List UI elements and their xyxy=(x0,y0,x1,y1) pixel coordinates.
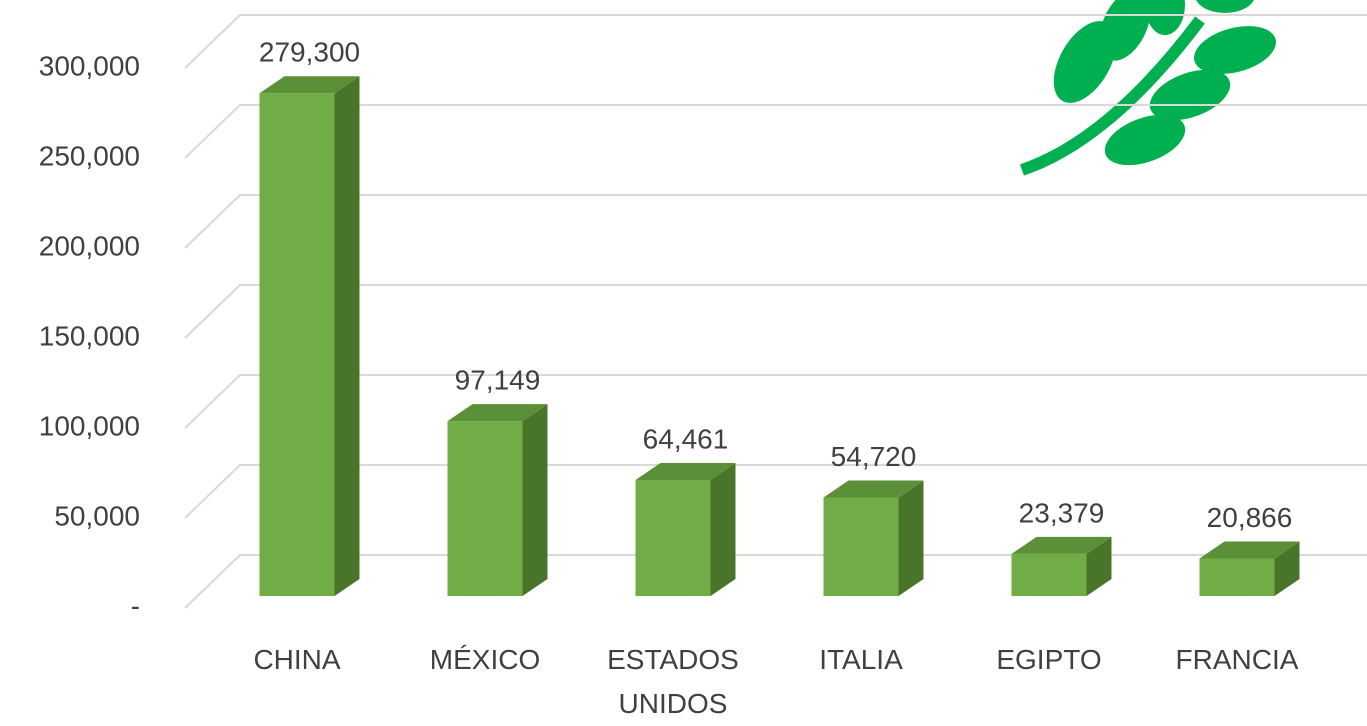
bar-side xyxy=(710,462,736,596)
y-tick-label: 150,000 xyxy=(39,320,140,351)
bar-top xyxy=(447,404,548,422)
x-tick-label: MÉXICO xyxy=(429,644,541,675)
bar-top xyxy=(635,462,736,480)
grid-line xyxy=(184,194,1367,249)
value-label: 20,866 xyxy=(1207,502,1293,533)
value-label: 54,720 xyxy=(831,441,917,472)
bar-top xyxy=(823,480,924,498)
x-tick-label: ITALIA xyxy=(819,644,903,675)
y-tick-label: 200,000 xyxy=(39,230,140,261)
grid-line xyxy=(184,554,1367,609)
grid-line xyxy=(184,464,1367,519)
value-label: 279,300 xyxy=(259,37,360,68)
x-tick-label: CHINA xyxy=(253,644,341,675)
bar xyxy=(1011,553,1087,596)
x-tick-label: EGIPTO xyxy=(996,644,1102,675)
grid-line xyxy=(184,374,1367,429)
bar xyxy=(635,479,711,596)
y-tick-label: 300,000 xyxy=(39,50,140,81)
bar xyxy=(447,421,523,596)
y-tick-label: - xyxy=(131,590,140,621)
bar xyxy=(1199,558,1275,596)
y-tick-label: 250,000 xyxy=(39,140,140,171)
bar-top xyxy=(1199,541,1300,559)
value-label: 23,379 xyxy=(1019,497,1105,528)
bar-side xyxy=(1274,541,1300,596)
grid-line xyxy=(184,284,1367,339)
bar-side xyxy=(898,480,924,596)
bar-side xyxy=(334,76,360,596)
bar-top xyxy=(1011,536,1112,554)
grid-line xyxy=(184,14,1367,69)
x-tick-label: ESTADOS UNIDOS xyxy=(607,644,739,719)
grid-line xyxy=(184,104,1367,159)
x-tick-label: FRANCIA xyxy=(1175,644,1299,675)
bar-side xyxy=(1086,536,1112,596)
bar xyxy=(259,93,335,596)
bar-top xyxy=(259,76,360,94)
value-label: 97,149 xyxy=(455,365,541,396)
y-tick-label: 50,000 xyxy=(54,500,140,531)
y-tick-label: 100,000 xyxy=(39,410,140,441)
value-label: 64,461 xyxy=(643,423,729,454)
bar-side xyxy=(522,404,548,596)
bar xyxy=(823,497,899,596)
leaf-logo xyxy=(1020,0,1276,176)
